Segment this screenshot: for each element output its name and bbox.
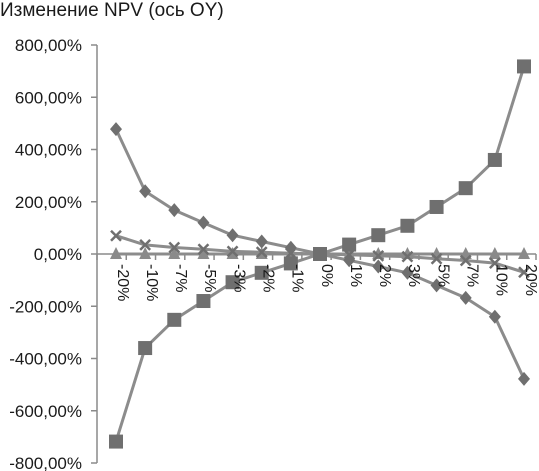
x-tick-label: -2%: [259, 264, 276, 292]
data-point-triangle: [110, 247, 122, 259]
data-point-diamond: [197, 215, 210, 230]
x-tick-label: -20%: [114, 264, 131, 301]
data-point-square: [400, 218, 415, 233]
data-point-diamond: [139, 184, 152, 199]
x-tick-label: -1%: [289, 264, 306, 292]
x-tick-label: 5%: [434, 264, 451, 287]
data-point-x: [139, 238, 152, 251]
data-point-x: [226, 245, 239, 258]
data-point-diamond: [401, 265, 414, 280]
y-tick-label: -800,00%: [9, 454, 82, 471]
data-point-diamond: [226, 228, 239, 243]
data-point-triangle: [168, 247, 181, 259]
data-point-x: [518, 266, 530, 279]
data-point-square: [487, 152, 502, 167]
data-point-x: [488, 257, 501, 270]
data-point-square: [517, 59, 531, 74]
data-point-x: [430, 252, 443, 265]
data-point-diamond: [430, 278, 443, 293]
data-point-square: [138, 341, 153, 356]
data-point-diamond: [110, 122, 122, 137]
y-tick-label: -200,00%: [9, 297, 82, 316]
data-point-square: [342, 237, 357, 252]
data-point-x: [197, 243, 210, 256]
data-point-diamond: [518, 371, 530, 386]
x-tick-label: -3%: [230, 264, 247, 292]
data-point-x: [110, 229, 122, 242]
data-point-triangle: [518, 247, 530, 259]
data-point-square: [313, 247, 327, 261]
y-tick-label: 400,00%: [15, 141, 82, 160]
data-point-diamond: [488, 309, 501, 324]
y-tick-label: 800,00%: [15, 36, 82, 55]
y-tick-label: 200,00%: [15, 193, 82, 212]
data-point-square: [371, 228, 386, 243]
data-point-triangle: [488, 247, 501, 259]
data-point-x: [372, 249, 385, 262]
data-point-diamond: [168, 203, 181, 218]
data-point-diamond: [343, 253, 356, 268]
x-tick-label: 3%: [405, 264, 422, 287]
data-point-square: [429, 199, 444, 214]
x-tick-label: 10%: [493, 264, 510, 296]
data-point-triangle: [139, 247, 152, 259]
x-tick-label: 2%: [376, 264, 393, 287]
x-tick-label: 20%: [522, 264, 539, 296]
data-point-diamond: [255, 234, 268, 249]
series-layer: [109, 59, 531, 449]
data-point-square: [458, 181, 473, 196]
data-point-x: [168, 241, 181, 254]
data-point-square: [225, 275, 240, 290]
data-point-square: [196, 294, 211, 309]
x-axis-labels: -20% -10% -7% -5% -3% -2% -1% 0% 1% 2% 3% 5% 7% 10% 20…: [114, 264, 539, 301]
data-point-square: [254, 265, 269, 280]
y-tick-label: -600,00%: [9, 402, 82, 421]
x-tick-label: 7%: [463, 264, 480, 287]
y-tick-label: 0,00%: [34, 245, 82, 264]
x-tick-label: -7%: [172, 264, 189, 292]
y-tick-label: -400,00%: [9, 350, 82, 369]
y-axis-labels: -800,00% -600,00% -400,00% -200,00% 0,00% 200…: [9, 36, 82, 471]
data-point-diamond: [459, 290, 472, 305]
series-square: [109, 59, 531, 449]
data-point-diamond: [372, 259, 385, 274]
data-point-x: [255, 246, 268, 259]
x-tick-label: 0%: [318, 264, 335, 287]
x-tick-label: -10%: [143, 264, 160, 301]
y-tick-label: 600,00%: [15, 88, 82, 107]
data-point-x: [401, 250, 414, 263]
chart-title: Изменение NPV (ось OY): [0, 0, 224, 21]
data-point-square: [283, 256, 298, 271]
data-point-diamond: [284, 240, 297, 255]
data-point-square: [167, 312, 182, 327]
data-point-triangle: [197, 247, 210, 259]
x-tick-label: 1%: [347, 264, 364, 287]
data-point-square: [109, 434, 123, 449]
x-tick-label: -5%: [201, 264, 218, 292]
data-point-x: [459, 254, 472, 267]
